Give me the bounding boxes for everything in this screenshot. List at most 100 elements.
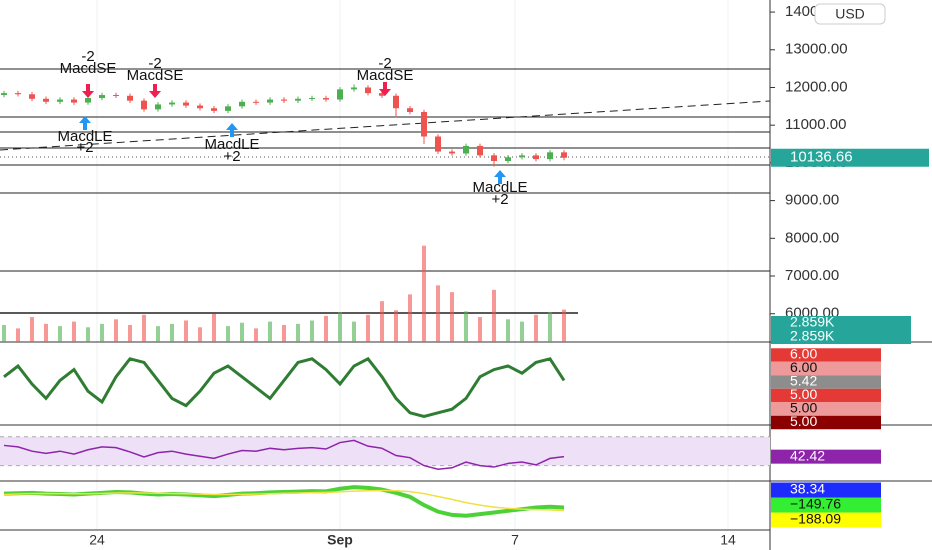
volume-bar <box>366 314 370 342</box>
currency-button[interactable] <box>814 3 886 25</box>
candle-body <box>197 105 203 109</box>
indicator-badge <box>771 375 881 389</box>
indicator-badge-label: 38.34 <box>790 481 825 497</box>
indicator-badge-label: 5.42 <box>790 373 817 389</box>
indicator-badge-label: 6.00 <box>790 346 817 362</box>
volume-bar <box>184 320 188 342</box>
volume-bar <box>478 317 482 342</box>
signal-arrow <box>494 170 506 184</box>
candle-body <box>491 155 497 162</box>
y-tick-label: 7000.00 <box>785 267 839 284</box>
indicator-badge <box>771 497 881 513</box>
indicator-badge <box>771 512 881 528</box>
signal-qty: +2 <box>223 148 240 165</box>
rsi-line <box>3 439 565 470</box>
candle-body <box>295 98 301 101</box>
candle-body <box>337 89 343 100</box>
candle-body <box>309 98 315 100</box>
x-tick-label: 14 <box>720 532 736 548</box>
indicator-badge <box>771 361 881 376</box>
x-tick-label: 24 <box>89 532 105 548</box>
indicator-badge-label: 2.859K <box>790 328 835 344</box>
volume-bar <box>156 326 160 342</box>
signal-qty: +2 <box>491 191 508 208</box>
volume-bar <box>394 310 398 342</box>
indicator-badge-label: 42.42 <box>790 447 825 463</box>
candle-body <box>253 101 259 103</box>
indicator-badge <box>771 449 881 464</box>
candle-body <box>1 93 7 96</box>
signal-arrow <box>79 116 91 130</box>
macd-line <box>3 489 565 512</box>
volume-bar <box>310 320 314 342</box>
volume-bar <box>128 325 132 342</box>
volume-bar <box>520 321 524 342</box>
indicator-badge-label: −188.09 <box>790 511 841 527</box>
candle-body <box>505 157 511 162</box>
last-price-label: 10136.66 <box>790 149 853 166</box>
volume-bar <box>408 294 412 342</box>
candle-body <box>519 155 525 158</box>
candle-body <box>477 145 483 156</box>
y-tick-label: 13000.00 <box>785 41 848 58</box>
candle-body <box>225 106 231 111</box>
indicator-badge <box>771 330 911 344</box>
volume-bar <box>58 326 62 342</box>
volume-bar <box>30 317 34 342</box>
currency: USD <box>835 6 865 22</box>
candle-body <box>463 145 469 154</box>
volume-bar <box>212 313 216 342</box>
signal-label: MacdLE <box>204 136 259 153</box>
signal-arrow <box>149 84 161 98</box>
candle-body <box>211 108 217 111</box>
volume-bar <box>296 323 300 342</box>
volume-bar <box>198 327 202 342</box>
rsi-band <box>0 436 770 466</box>
volume-bar <box>16 328 20 342</box>
candle-body <box>449 151 455 154</box>
indicator-badge <box>771 348 881 362</box>
signal-label: MacdLE <box>57 128 112 145</box>
indicator-badge-label: 2.859K <box>790 314 835 330</box>
candle-body <box>43 98 49 102</box>
candle-body <box>547 152 553 160</box>
signal-label: MacdSE <box>127 67 184 84</box>
candle-body <box>183 102 189 106</box>
volume-bar <box>324 315 328 342</box>
volume-bar <box>562 309 566 342</box>
candle-body <box>71 99 77 103</box>
candle-body <box>127 95 133 101</box>
volume-bar <box>436 285 440 342</box>
signal-qty: -2 <box>148 55 161 72</box>
volume-bar <box>2 325 6 342</box>
y-tick-label: 9000.00 <box>785 192 839 209</box>
volume-bar <box>422 245 426 342</box>
candle-body <box>533 155 539 160</box>
volume-bar <box>268 321 272 342</box>
candle-body <box>99 95 105 99</box>
volume-bar <box>170 323 174 342</box>
x-tick-label: 7 <box>511 532 519 548</box>
candle-body <box>141 100 147 110</box>
volume-bar <box>86 327 90 342</box>
indicator-badge-label: −149.76 <box>790 496 841 512</box>
candle-body <box>113 95 119 97</box>
volume-bar <box>492 289 496 342</box>
volume-bar <box>338 312 342 342</box>
volume-bar <box>240 322 244 342</box>
indicator-badge-label: 5.00 <box>790 400 817 416</box>
volume-bar <box>464 311 468 342</box>
volume-bar <box>534 314 538 342</box>
volume-bar <box>142 314 146 342</box>
volume-bar <box>282 325 286 342</box>
candle-body <box>421 111 427 137</box>
signal-qty: -2 <box>378 55 391 72</box>
volume-bar <box>254 328 258 342</box>
indicator-badge <box>771 316 911 330</box>
indicator-badge <box>771 388 881 403</box>
candle-body <box>85 98 91 103</box>
signal-label: MacdSE <box>60 60 117 77</box>
candle-body <box>379 93 385 96</box>
volume-bar <box>72 321 76 342</box>
